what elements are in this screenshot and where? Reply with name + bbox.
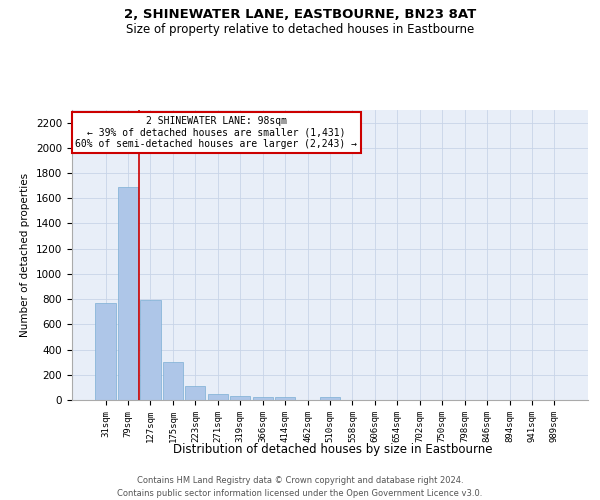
- Text: Contains HM Land Registry data © Crown copyright and database right 2024.
Contai: Contains HM Land Registry data © Crown c…: [118, 476, 482, 498]
- Bar: [185, 386, 205, 400]
- Bar: [163, 362, 183, 400]
- Bar: [275, 397, 295, 400]
- Bar: [320, 397, 340, 400]
- Bar: [118, 187, 138, 400]
- Bar: [95, 303, 116, 400]
- Bar: [253, 397, 273, 400]
- Text: Distribution of detached houses by size in Eastbourne: Distribution of detached houses by size …: [173, 442, 493, 456]
- Bar: [208, 394, 228, 400]
- Text: Size of property relative to detached houses in Eastbourne: Size of property relative to detached ho…: [126, 22, 474, 36]
- Bar: [230, 396, 250, 400]
- Bar: [140, 300, 161, 400]
- Y-axis label: Number of detached properties: Number of detached properties: [20, 173, 31, 337]
- Text: 2, SHINEWATER LANE, EASTBOURNE, BN23 8AT: 2, SHINEWATER LANE, EASTBOURNE, BN23 8AT: [124, 8, 476, 20]
- Text: 2 SHINEWATER LANE: 98sqm
← 39% of detached houses are smaller (1,431)
60% of sem: 2 SHINEWATER LANE: 98sqm ← 39% of detach…: [76, 116, 358, 149]
